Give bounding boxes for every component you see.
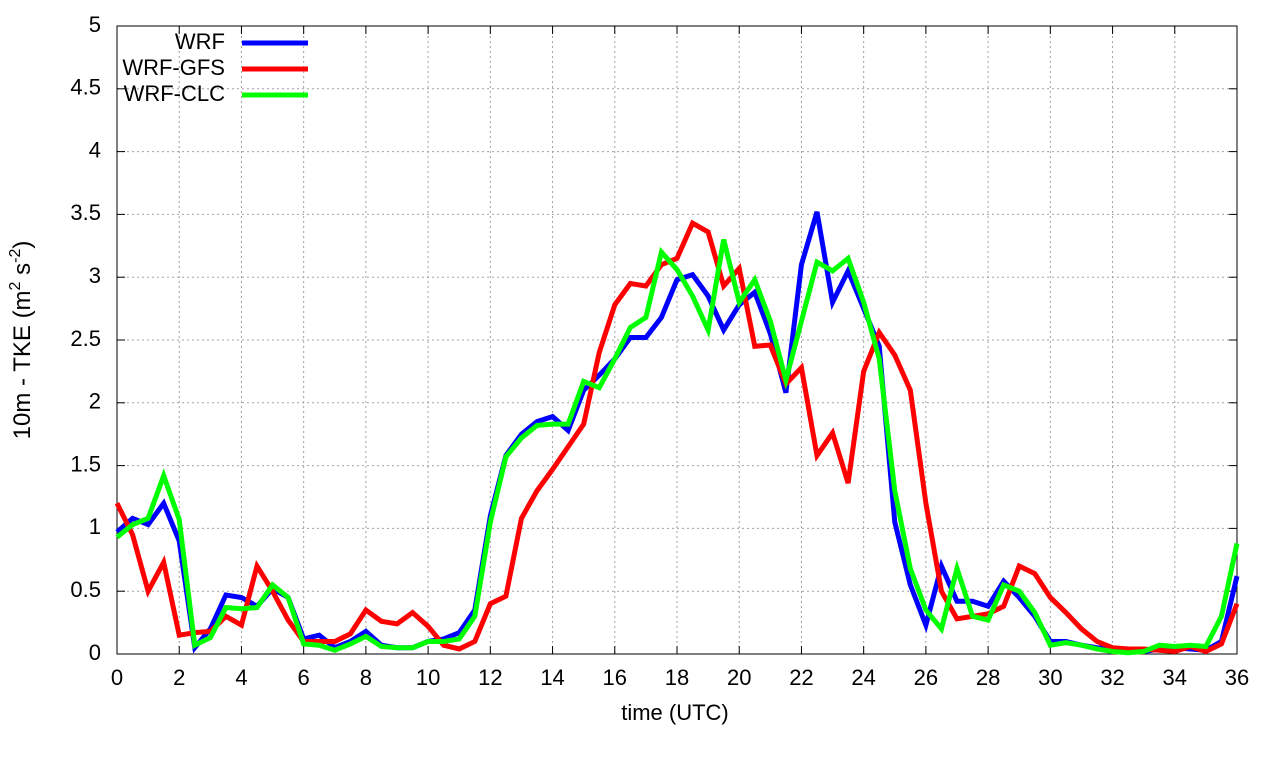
x-tick-label: 12 [478,665,502,690]
y-tick-label: 2 [89,389,101,414]
y-label-part: -2 [7,249,24,263]
y-tick-label: 0.5 [70,577,101,602]
y-tick-label: 3.5 [70,200,101,225]
x-tick-label: 0 [111,665,123,690]
y-tick-label: 2.5 [70,326,101,351]
legend-label: WRF [175,29,225,54]
x-tick-label: 4 [235,665,247,690]
x-tick-label: 30 [1038,665,1062,690]
x-tick-label: 8 [360,665,372,690]
y-tick-label: 1.5 [70,451,101,476]
x-tick-label: 22 [789,665,813,690]
x-tick-label: 2 [173,665,185,690]
y-axis-label: 10m - TKE (m2 s-2) [7,241,37,440]
y-label-part: s [9,263,36,282]
y-tick-label: 4.5 [70,75,101,100]
x-tick-label: 28 [976,665,1000,690]
y-tick-label: 1 [89,514,101,539]
legend-label: WRF-CLC [124,81,226,106]
y-label-part: 2 [7,281,24,290]
plot-frame [116,25,1238,655]
y-label-part: 10m - TKE (m [9,290,36,439]
y-tick-label: 5 [89,12,101,37]
x-tick-label: 24 [851,665,875,690]
x-tick-label: 6 [298,665,310,690]
x-tick-label: 34 [1163,665,1187,690]
x-tick-label: 14 [540,665,564,690]
data-line [115,238,1240,656]
y-tick-label: 0 [89,640,101,665]
x-tick-label: 26 [914,665,938,690]
x-tick-label: 32 [1100,665,1124,690]
y-tick-label: 3 [89,263,101,288]
x-axis-label: time (UTC) [621,700,729,725]
legend-label: WRF-GFS [122,55,225,80]
x-tick-label: 18 [665,665,689,690]
x-tick-label: 10 [416,665,440,690]
x-tick-label: 16 [603,665,627,690]
y-tick-label: 4 [89,137,101,162]
x-tick-label: 36 [1225,665,1249,690]
y-label-part: ) [9,241,36,249]
x-tick-label: 20 [727,665,751,690]
